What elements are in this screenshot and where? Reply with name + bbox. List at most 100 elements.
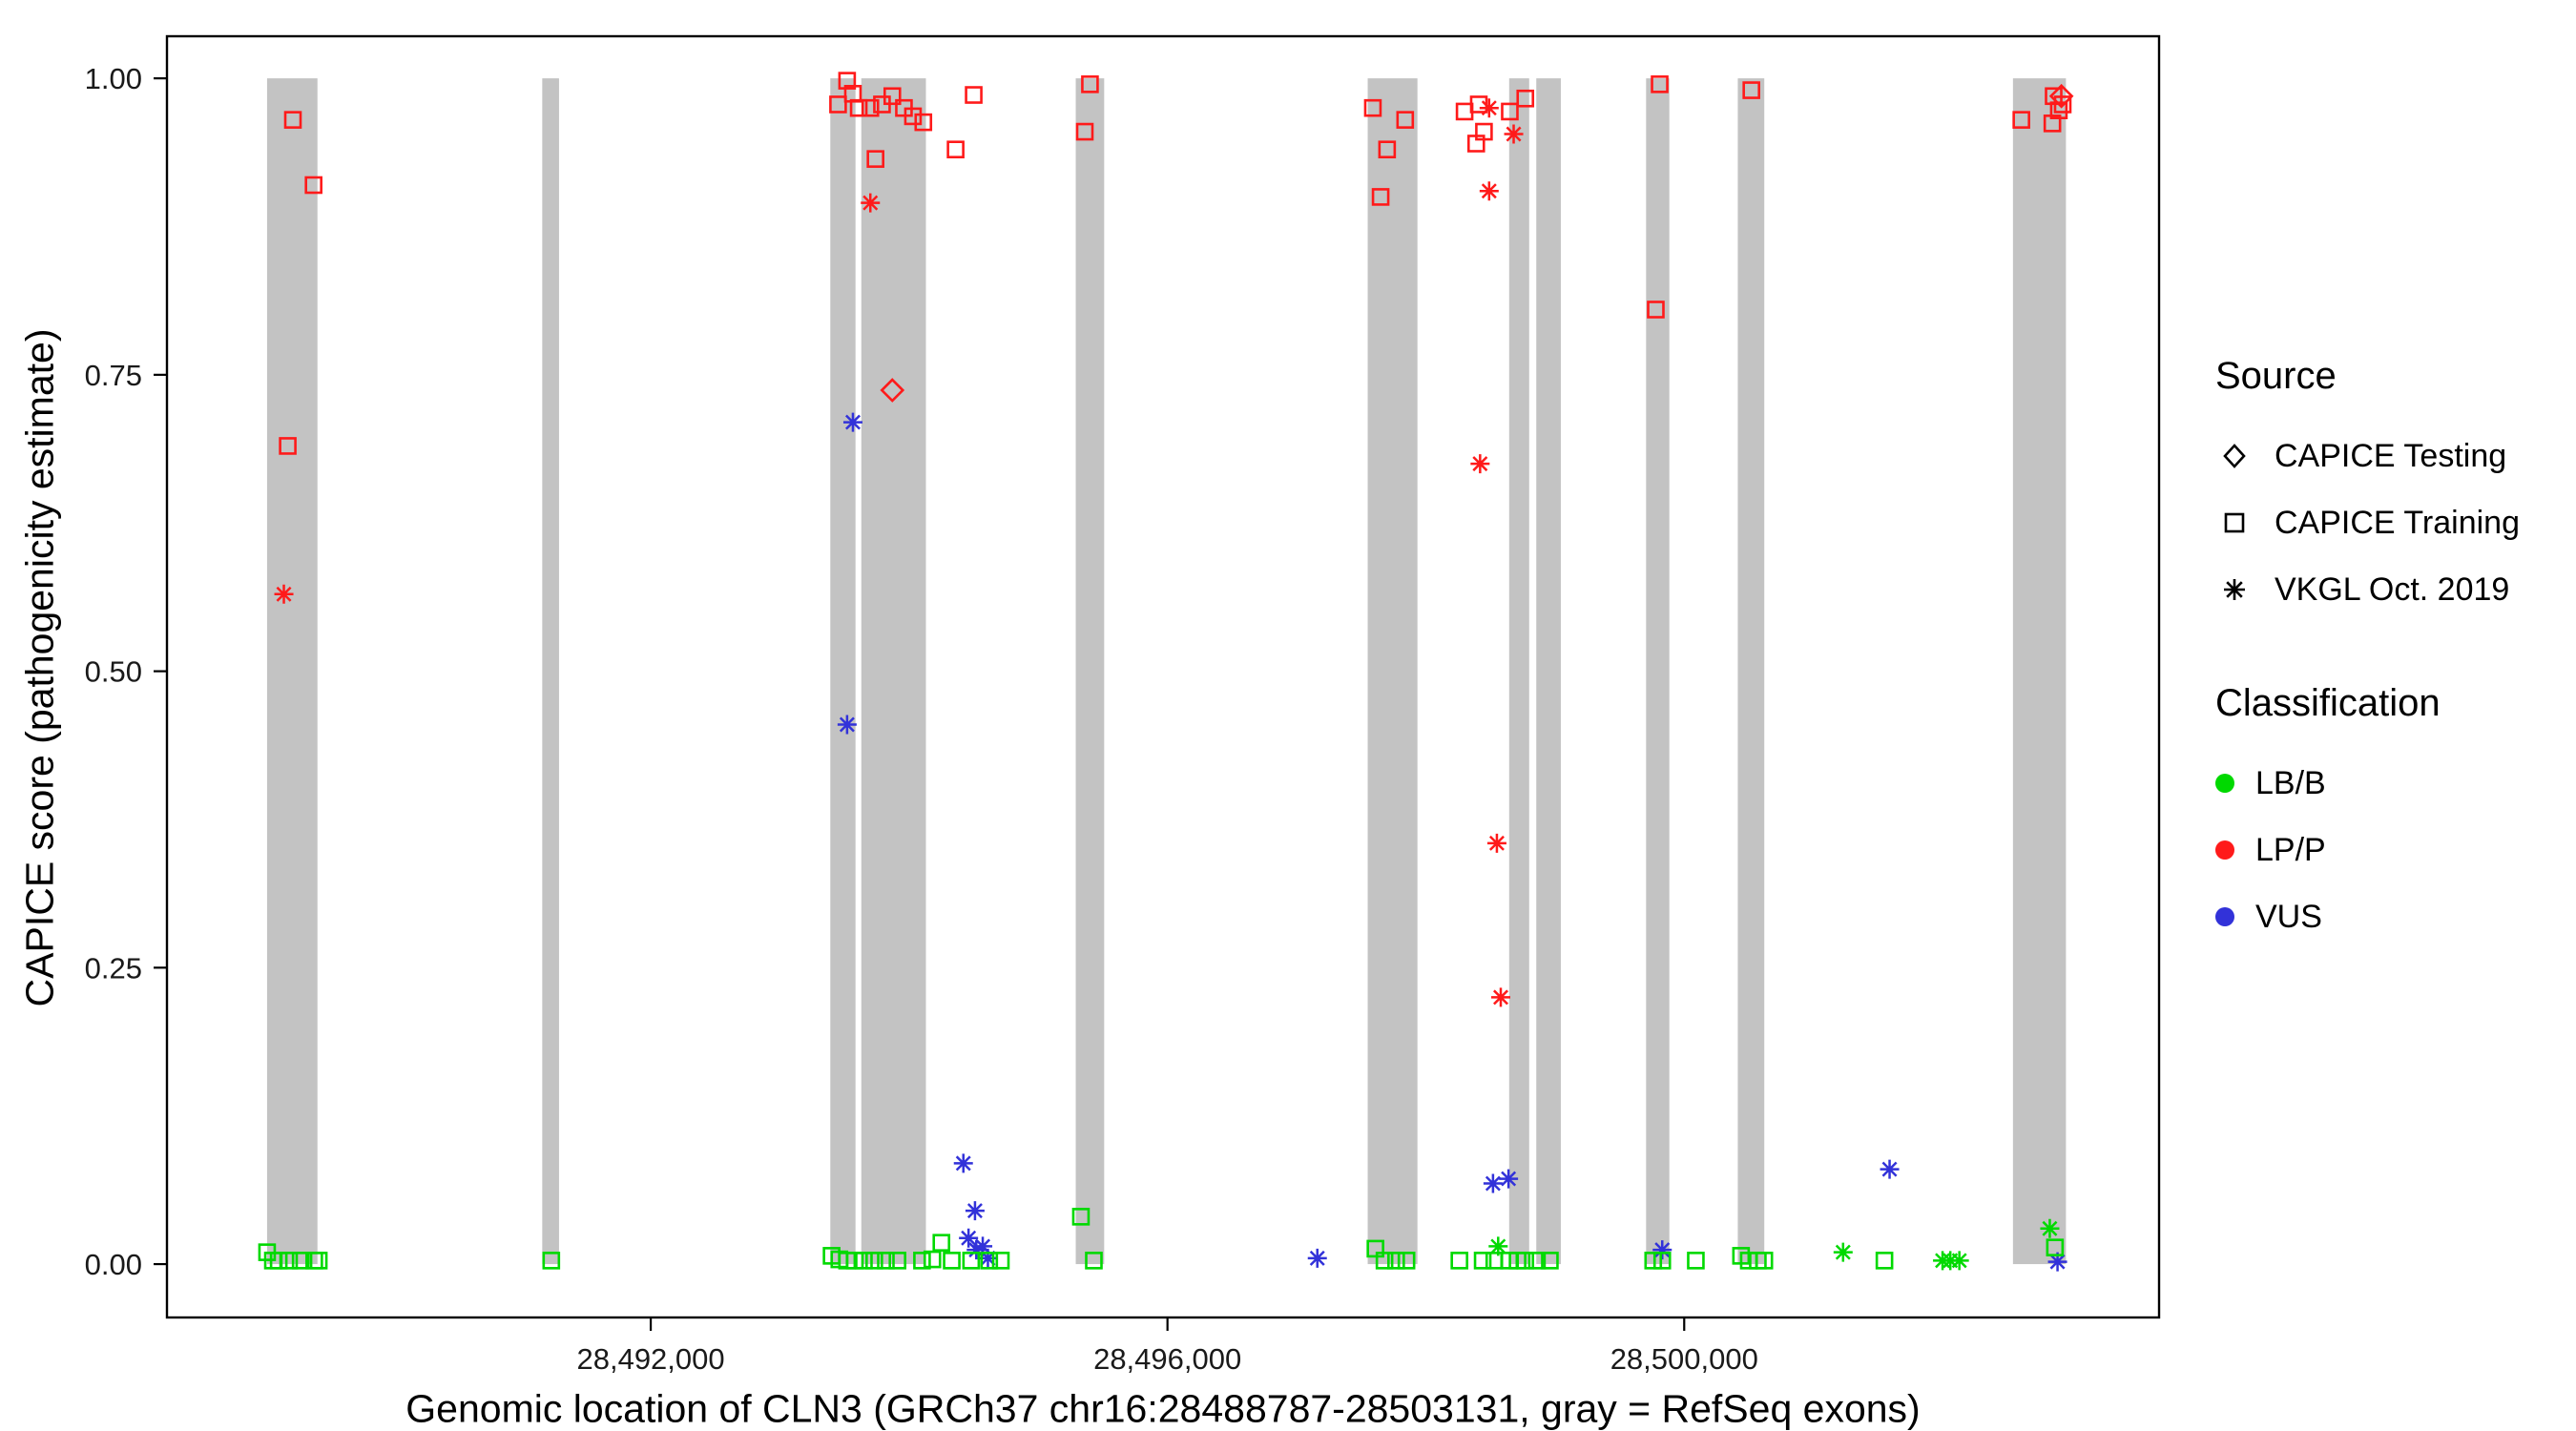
- point-square: [1473, 1252, 1492, 1270]
- point-square: [829, 95, 847, 114]
- point-square: [1501, 102, 1519, 121]
- point-square: [1527, 1252, 1547, 1270]
- square-icon: [2224, 512, 2245, 533]
- point-asterisk: [2047, 1252, 2067, 1272]
- legend-classification-title: Classification: [2215, 682, 2441, 724]
- point-square: [943, 1252, 961, 1270]
- exon-bar: [1646, 78, 1670, 1265]
- point-square: [1485, 1252, 1504, 1270]
- y-tick-label: 0.50: [85, 655, 142, 689]
- legend-item-lbb: LB/B: [2215, 750, 2520, 817]
- point-square: [1742, 81, 1760, 99]
- point-square: [269, 1252, 288, 1270]
- legend-classification-section: Classification LB/B LP/P VUS: [2215, 682, 2520, 950]
- point-asterisk: [1652, 1240, 1672, 1260]
- point-square: [883, 87, 902, 106]
- point-square: [914, 113, 933, 132]
- point-asterisk: [1479, 98, 1499, 118]
- point-square: [1085, 1252, 1103, 1270]
- point-square: [2046, 1238, 2065, 1256]
- point-square: [2043, 114, 2062, 133]
- point-square: [855, 1252, 873, 1270]
- point-square: [279, 437, 297, 455]
- y-tick-label: 0.75: [85, 359, 142, 392]
- point-diamond: [2048, 83, 2074, 109]
- point-square: [2053, 95, 2072, 114]
- exon-bar: [1737, 78, 1765, 1265]
- legend: Source CAPICE Testing CAPICE Training VK…: [2215, 355, 2520, 950]
- point-diamond: [880, 378, 905, 403]
- point-asterisk: [837, 715, 857, 735]
- point-asterisk: [1479, 181, 1499, 201]
- blue-dot-icon: [2215, 907, 2234, 926]
- point-square: [946, 140, 965, 159]
- point-asterisk: [1504, 124, 1524, 144]
- point-asterisk: [1486, 833, 1506, 853]
- point-asterisk: [2040, 1218, 2060, 1238]
- point-square: [980, 1252, 999, 1270]
- exon-bar: [542, 78, 559, 1265]
- exon-bar: [1508, 78, 1529, 1265]
- point-square: [1687, 1252, 1705, 1270]
- x-axis-title: Genomic location of CLN3 (GRCh37 chr16:2…: [405, 1386, 1921, 1431]
- legend-source-title: Source: [2215, 355, 2337, 397]
- point-square: [1366, 1239, 1384, 1258]
- point-asterisk: [842, 412, 862, 432]
- exon-bar: [1075, 78, 1105, 1265]
- y-tick-label: 0.00: [85, 1248, 142, 1281]
- legend-item-vus: VUS: [2215, 883, 2520, 950]
- point-square: [1378, 140, 1397, 159]
- point-square: [904, 107, 923, 126]
- point-square: [865, 1252, 883, 1270]
- point-square: [1647, 301, 1665, 319]
- red-dot-icon: [2215, 840, 2234, 860]
- point-square: [1516, 89, 1535, 108]
- exon-bar: [830, 78, 856, 1265]
- point-square: [1466, 135, 1485, 153]
- point-square: [280, 1252, 299, 1270]
- point-square: [1081, 75, 1099, 93]
- exon-bar: [1536, 78, 1561, 1265]
- point-square: [542, 1252, 561, 1270]
- point-square: [1652, 1252, 1672, 1270]
- point-square: [1075, 122, 1094, 141]
- point-asterisk: [1307, 1248, 1327, 1268]
- point-square: [1371, 188, 1390, 206]
- point-square: [1363, 98, 1382, 117]
- point-square: [962, 1252, 981, 1270]
- legend-source-section: Source CAPICE Testing CAPICE Training VK…: [2215, 355, 2520, 623]
- point-square: [877, 1252, 895, 1270]
- point-square: [1644, 1252, 1663, 1270]
- exon-bar: [266, 78, 318, 1265]
- legend-item-vkgl: VKGL Oct. 2019: [2215, 556, 2520, 623]
- diamond-icon: [2223, 444, 2246, 468]
- x-tick-label: 28,496,000: [1093, 1342, 1241, 1376]
- point-square: [932, 1234, 951, 1252]
- point-asterisk: [966, 1240, 987, 1260]
- legend-item-label: VKGL Oct. 2019: [2275, 570, 2510, 608]
- point-asterisk: [1491, 987, 1510, 1007]
- point-square: [1450, 1252, 1468, 1270]
- point-square: [1375, 1252, 1394, 1270]
- exon-bar: [1367, 78, 1418, 1265]
- point-square: [2012, 111, 2030, 129]
- point-asterisk: [1488, 1236, 1508, 1256]
- exon-bar: [861, 78, 926, 1265]
- point-asterisk: [953, 1153, 973, 1173]
- y-tick-label: 1.00: [85, 62, 142, 95]
- point-square: [991, 1252, 1010, 1270]
- point-square: [965, 86, 983, 104]
- y-tick-label: 0.25: [85, 951, 142, 985]
- point-square: [888, 1252, 906, 1270]
- legend-item-label: LB/B: [2255, 764, 2326, 801]
- asterisk-icon: [2224, 579, 2245, 600]
- legend-item-label: VUS: [2255, 898, 2322, 935]
- point-asterisk: [978, 1248, 998, 1268]
- point-square: [1396, 111, 1415, 129]
- point-asterisk: [1499, 1169, 1519, 1189]
- legend-item-capice-testing: CAPICE Testing: [2215, 423, 2520, 489]
- point-square: [1397, 1252, 1416, 1270]
- x-tick-label: 28,500,000: [1610, 1342, 1758, 1376]
